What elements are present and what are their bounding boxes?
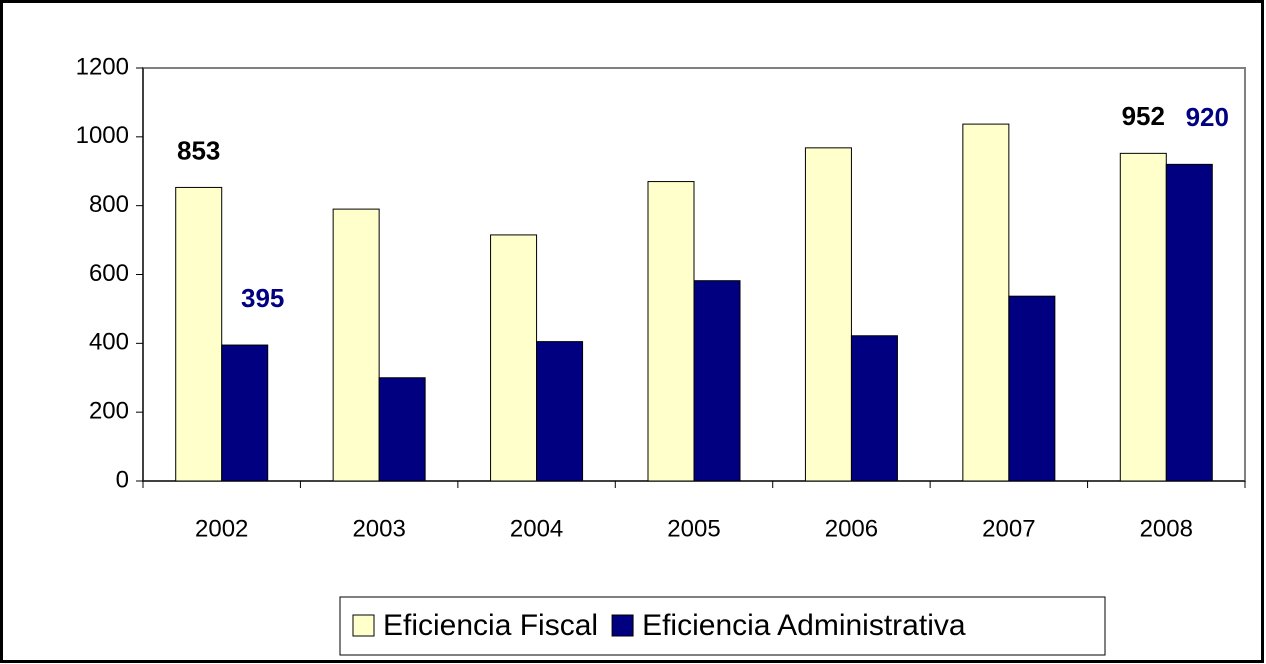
bar <box>1119 152 1167 482</box>
bar <box>175 186 223 482</box>
x-tick-label: 2004 <box>510 515 563 542</box>
legend-swatch <box>352 614 375 637</box>
x-tick-label: 2003 <box>352 515 405 542</box>
x-tick-label: 2006 <box>825 515 878 542</box>
legend-swatch <box>611 614 634 637</box>
bar <box>332 208 380 482</box>
y-tick-label: 200 <box>89 398 129 425</box>
data-label: 853 <box>177 135 220 165</box>
bar <box>1165 163 1213 482</box>
data-label: 952 <box>1122 101 1165 131</box>
bar <box>536 341 584 482</box>
legend-box <box>339 596 1106 656</box>
bar <box>378 377 426 482</box>
legend-label: Eficiencia Fiscal <box>383 609 598 642</box>
data-label: 920 <box>1186 102 1229 132</box>
y-tick-label: 600 <box>89 260 129 287</box>
data-label: 395 <box>241 283 284 313</box>
x-tick-label: 2007 <box>982 515 1035 542</box>
x-tick-label: 2002 <box>195 515 248 542</box>
bar <box>962 123 1010 482</box>
x-tick-label: 2008 <box>1140 515 1193 542</box>
bar <box>221 344 269 482</box>
legend-label: Eficiencia Administrativa <box>642 609 966 642</box>
bar <box>1008 295 1056 482</box>
bar <box>850 335 898 482</box>
bar <box>693 280 741 482</box>
y-tick-label: 0 <box>116 466 129 493</box>
bar <box>804 147 852 482</box>
y-tick-label: 800 <box>89 191 129 218</box>
y-tick-label: 400 <box>89 329 129 356</box>
y-tick-label: 1000 <box>76 122 129 149</box>
y-tick-label: 1200 <box>76 53 129 80</box>
legend <box>339 596 1106 656</box>
bar <box>490 234 538 482</box>
bar <box>647 181 695 482</box>
x-tick-label: 2005 <box>667 515 720 542</box>
